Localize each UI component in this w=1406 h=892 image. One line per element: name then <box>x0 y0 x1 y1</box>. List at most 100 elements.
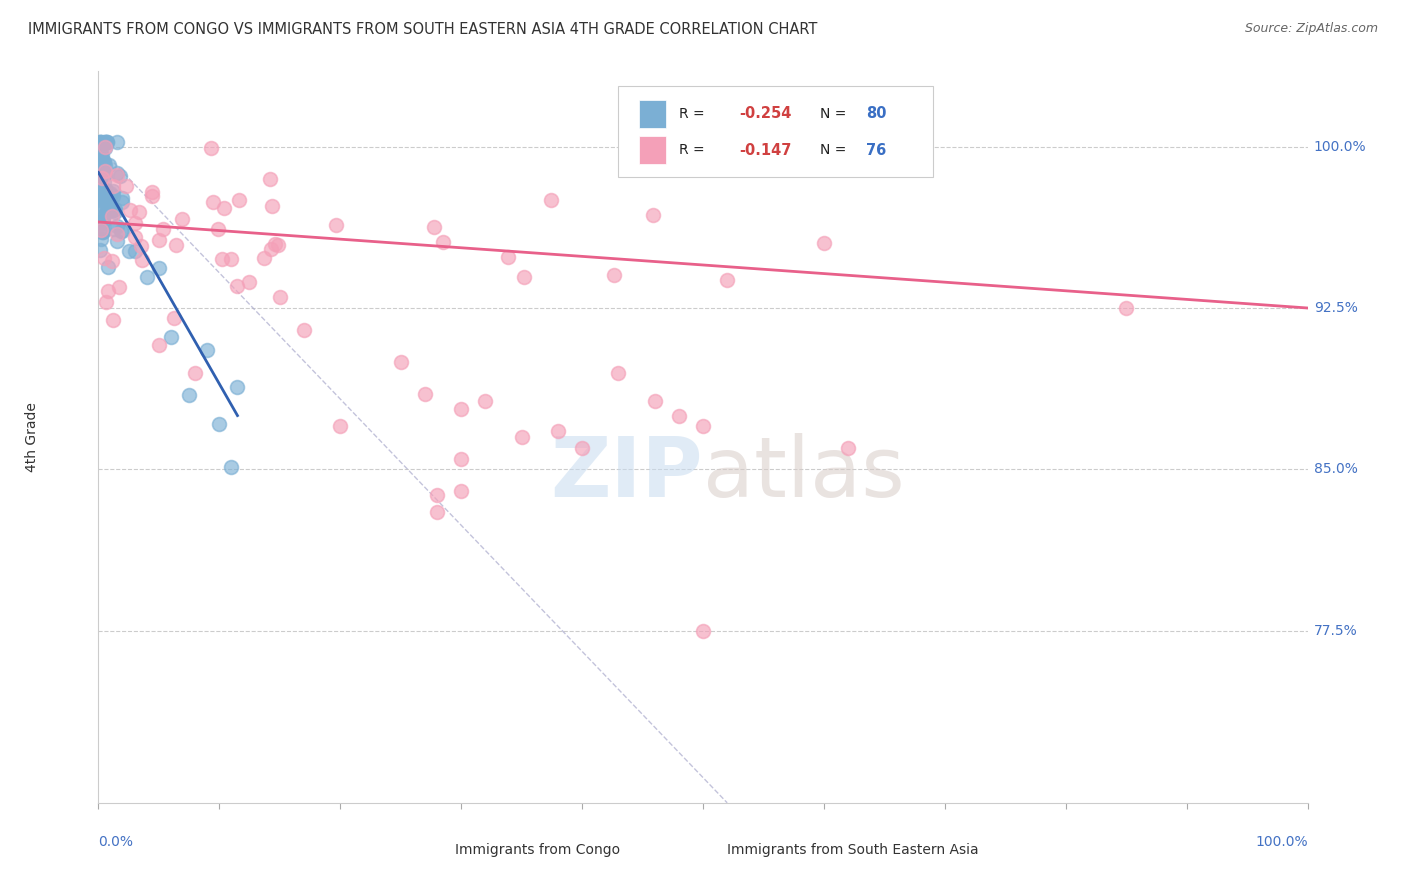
Point <box>94 206 117 220</box>
Point <box>214 202 236 216</box>
Point <box>325 219 347 233</box>
Point <box>267 238 290 252</box>
Point <box>91 153 114 167</box>
Point <box>105 136 128 150</box>
Point <box>813 236 835 251</box>
Point <box>160 330 183 344</box>
Point <box>260 242 283 256</box>
Point <box>105 234 128 248</box>
Point <box>389 355 412 369</box>
Point <box>148 260 170 275</box>
Point <box>111 191 134 205</box>
Point <box>207 222 229 236</box>
Point <box>292 322 315 336</box>
Point <box>238 275 260 289</box>
Point <box>510 430 533 444</box>
Point <box>513 270 536 285</box>
Point <box>111 224 134 238</box>
Point <box>184 366 207 380</box>
Point <box>101 203 124 218</box>
Point <box>89 188 111 202</box>
Point <box>474 393 496 408</box>
Point <box>94 136 117 150</box>
Text: 4th Grade: 4th Grade <box>25 402 39 472</box>
Point <box>219 252 242 266</box>
Point <box>90 170 112 185</box>
Point <box>94 167 117 181</box>
Text: 0.0%: 0.0% <box>98 835 134 849</box>
Point <box>540 193 562 207</box>
Point <box>96 202 118 217</box>
Text: Immigrants from South Eastern Asia: Immigrants from South Eastern Asia <box>727 843 979 857</box>
Point <box>91 215 114 229</box>
Point <box>108 169 131 183</box>
Text: N =: N = <box>820 144 851 157</box>
Text: 100.0%: 100.0% <box>1313 140 1367 153</box>
Point <box>135 269 157 284</box>
Point <box>262 199 284 213</box>
Point <box>104 202 127 216</box>
Point <box>423 220 446 235</box>
Point <box>101 188 124 202</box>
Point <box>93 175 115 189</box>
Point <box>450 483 472 498</box>
Point <box>93 141 115 155</box>
Point <box>607 366 630 380</box>
Point <box>91 211 114 226</box>
Point <box>91 181 114 195</box>
Point <box>124 244 146 258</box>
Text: ZIP: ZIP <box>551 434 703 514</box>
Point <box>97 284 120 298</box>
Text: R =: R = <box>679 144 709 157</box>
Point <box>118 244 141 259</box>
FancyBboxPatch shape <box>697 838 716 863</box>
Text: 92.5%: 92.5% <box>1313 301 1358 315</box>
Point <box>94 183 117 197</box>
Text: Immigrants from Congo: Immigrants from Congo <box>456 843 620 857</box>
Point <box>108 280 131 294</box>
Point <box>450 402 472 417</box>
Text: Source: ZipAtlas.com: Source: ZipAtlas.com <box>1244 22 1378 36</box>
Point <box>90 172 112 186</box>
Point <box>547 424 569 438</box>
Point <box>98 192 121 206</box>
Point <box>103 222 125 236</box>
Point <box>104 205 127 219</box>
Point <box>179 388 201 402</box>
Point <box>141 188 163 202</box>
Text: N =: N = <box>820 107 851 120</box>
Point <box>90 166 112 180</box>
Point <box>90 142 112 156</box>
Point <box>716 273 738 287</box>
Text: -0.147: -0.147 <box>740 143 792 158</box>
Point <box>105 219 128 233</box>
Point <box>91 149 114 163</box>
Point <box>94 139 117 153</box>
Point <box>89 158 111 172</box>
Point <box>211 252 233 266</box>
Point <box>105 227 128 241</box>
Point <box>195 343 218 357</box>
Point <box>101 209 124 223</box>
Point <box>91 152 114 166</box>
Point <box>124 230 146 244</box>
Point <box>90 188 112 202</box>
Point <box>91 214 114 228</box>
Point <box>89 214 111 228</box>
Point <box>101 202 124 217</box>
Point <box>128 205 150 219</box>
FancyBboxPatch shape <box>619 86 932 178</box>
Point <box>124 216 146 230</box>
Point <box>163 310 186 325</box>
Point <box>114 178 136 193</box>
Point <box>94 164 117 178</box>
Point <box>426 488 449 502</box>
FancyBboxPatch shape <box>425 838 444 863</box>
Point <box>97 158 120 172</box>
Point <box>90 161 112 176</box>
Point <box>97 260 120 275</box>
Point <box>90 225 112 239</box>
Point <box>131 253 153 268</box>
Point <box>692 419 714 434</box>
Point <box>329 419 352 434</box>
